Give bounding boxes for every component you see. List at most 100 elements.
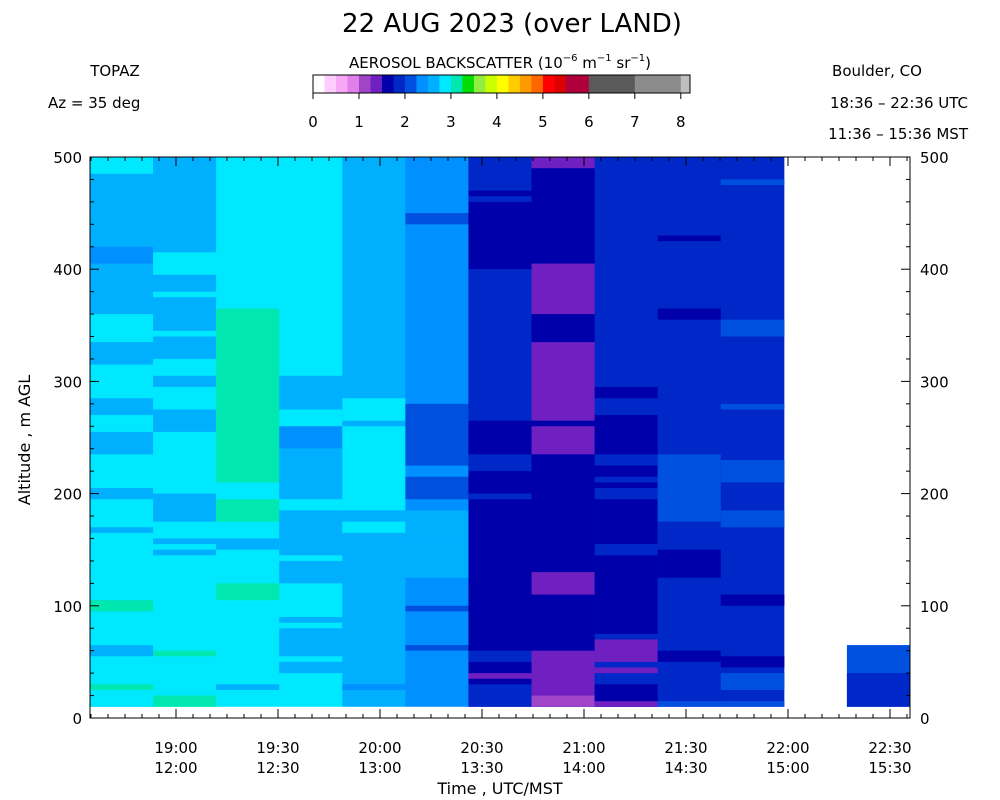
colorbar-tick-label: 5 bbox=[538, 113, 548, 131]
colorbar-segment bbox=[565, 75, 590, 93]
y-tick-label-left: 500 bbox=[53, 149, 82, 167]
colorbar-tick-label: 8 bbox=[676, 113, 686, 131]
heatmap-cell bbox=[90, 611, 154, 646]
mst-range-label: 11:36 – 15:36 MST bbox=[828, 125, 969, 143]
colorbar-tick-label: 2 bbox=[400, 113, 410, 131]
heatmap-cell bbox=[657, 701, 722, 707]
colorbar-segment bbox=[473, 75, 486, 93]
heatmap-cell bbox=[153, 549, 217, 556]
chart-title: 22 AUG 2023 (over LAND) bbox=[342, 9, 682, 39]
x-tick-label-mst: 12:00 bbox=[154, 759, 197, 777]
heatmap-cell bbox=[153, 493, 217, 522]
colorbar bbox=[312, 74, 691, 94]
heatmap-cell bbox=[153, 336, 217, 359]
heatmap bbox=[90, 157, 911, 707]
heatmap-cell bbox=[405, 403, 469, 466]
colorbar-segment bbox=[588, 75, 636, 93]
colorbar-segment bbox=[439, 75, 452, 93]
colorbar-exp1: −6 bbox=[563, 53, 578, 64]
heatmap-cell bbox=[405, 645, 469, 651]
colorbar-tick-label: 7 bbox=[630, 113, 640, 131]
heatmap-cell bbox=[468, 650, 533, 662]
colorbar-segment bbox=[381, 75, 394, 93]
heatmap-cell bbox=[531, 572, 596, 595]
heatmap-cell bbox=[846, 673, 911, 707]
heatmap-cell bbox=[720, 673, 785, 690]
x-tick-label-mst: 14:00 bbox=[562, 759, 605, 777]
colorbar-segment bbox=[462, 75, 475, 93]
heatmap-cell bbox=[594, 387, 659, 399]
y-tick-label-right: 400 bbox=[920, 261, 949, 279]
heatmap-cell bbox=[279, 426, 343, 449]
heatmap-cell bbox=[720, 403, 785, 410]
heatmap-cell bbox=[216, 684, 280, 690]
utc-range-label: 18:36 – 22:36 UTC bbox=[830, 94, 968, 112]
heatmap-cell bbox=[468, 269, 533, 421]
heatmap-cell bbox=[90, 600, 154, 612]
heatmap-cell bbox=[405, 538, 469, 578]
heatmap-cell bbox=[153, 157, 217, 253]
colorbar-segment bbox=[680, 75, 691, 93]
heatmap-cell bbox=[657, 157, 722, 707]
colorbar-tick-label: 0 bbox=[308, 113, 318, 131]
x-tick-label-utc: 20:30 bbox=[460, 739, 503, 757]
heatmap-cell bbox=[531, 263, 596, 315]
x-tick-label-utc: 20:00 bbox=[358, 739, 401, 757]
heatmap-cell bbox=[720, 179, 785, 186]
location-label: Boulder, CO bbox=[832, 62, 922, 80]
colorbar-tick-label: 6 bbox=[584, 113, 594, 131]
heatmap-cell bbox=[594, 415, 659, 438]
heatmap-cell bbox=[216, 499, 280, 522]
heatmap-cell bbox=[720, 510, 785, 528]
heatmap-cell bbox=[720, 656, 785, 668]
heatmap-cell bbox=[279, 661, 343, 674]
colorbar-segment bbox=[335, 75, 348, 93]
colorbar-segment bbox=[508, 75, 521, 93]
x-tick-label-utc: 19:00 bbox=[154, 739, 197, 757]
azimuth-label: Az = 35 deg bbox=[48, 94, 140, 112]
heatmap-cell bbox=[594, 701, 659, 707]
heatmap-cell bbox=[90, 157, 154, 174]
heatmap-cell bbox=[720, 459, 785, 483]
y-tick-label-right: 100 bbox=[920, 598, 949, 616]
heatmap-cell bbox=[594, 465, 659, 477]
colorbar-segment bbox=[485, 75, 498, 93]
plot-frame bbox=[89, 156, 911, 719]
heatmap-cell bbox=[531, 695, 596, 707]
heatmap-cell bbox=[153, 409, 217, 432]
heatmap-cell bbox=[405, 510, 469, 539]
heatmap-cell bbox=[405, 476, 469, 500]
colorbar-segment bbox=[358, 75, 371, 93]
heatmap-cell bbox=[342, 398, 406, 421]
colorbar-segment bbox=[531, 75, 544, 93]
heatmap-cell bbox=[90, 454, 154, 488]
x-tick-label-mst: 13:00 bbox=[358, 759, 401, 777]
colorbar-title: AEROSOL BACKSCATTER (10−6 m−1 sr−1) bbox=[349, 53, 651, 72]
heatmap-cell bbox=[531, 426, 596, 455]
heatmap-cell bbox=[468, 157, 533, 707]
y-tick-label-right: 500 bbox=[920, 149, 949, 167]
heatmap-cell bbox=[279, 448, 343, 500]
heatmap-cell bbox=[594, 499, 659, 545]
heatmap-cell bbox=[720, 157, 785, 707]
colorbar-title-main: AEROSOL BACKSCATTER (10 bbox=[349, 54, 563, 72]
colorbar-tick-label: 4 bbox=[492, 113, 502, 131]
y-tick-label-right: 0 bbox=[920, 710, 930, 728]
heatmap-cell bbox=[468, 673, 533, 679]
heatmap-cell bbox=[720, 594, 785, 606]
x-tick-label-mst: 15:30 bbox=[868, 759, 911, 777]
x-tick-label-mst: 15:00 bbox=[766, 759, 809, 777]
heatmap-cell bbox=[342, 426, 406, 511]
y-tick-label-left: 100 bbox=[53, 598, 82, 616]
heatmap-cell bbox=[90, 656, 154, 707]
heatmap-cell bbox=[90, 684, 154, 690]
heatmap-cell bbox=[90, 314, 154, 343]
heatmap-cell bbox=[342, 521, 406, 533]
colorbar-segment bbox=[347, 75, 360, 93]
colorbar-exp3: −1 bbox=[630, 53, 645, 64]
x-tick-label-mst: 14:30 bbox=[664, 759, 707, 777]
x-tick-label-mst: 12:30 bbox=[256, 759, 299, 777]
colorbar-unit-m: m bbox=[578, 54, 597, 72]
colorbar-segment bbox=[519, 75, 532, 93]
heatmap-cell bbox=[279, 510, 343, 556]
